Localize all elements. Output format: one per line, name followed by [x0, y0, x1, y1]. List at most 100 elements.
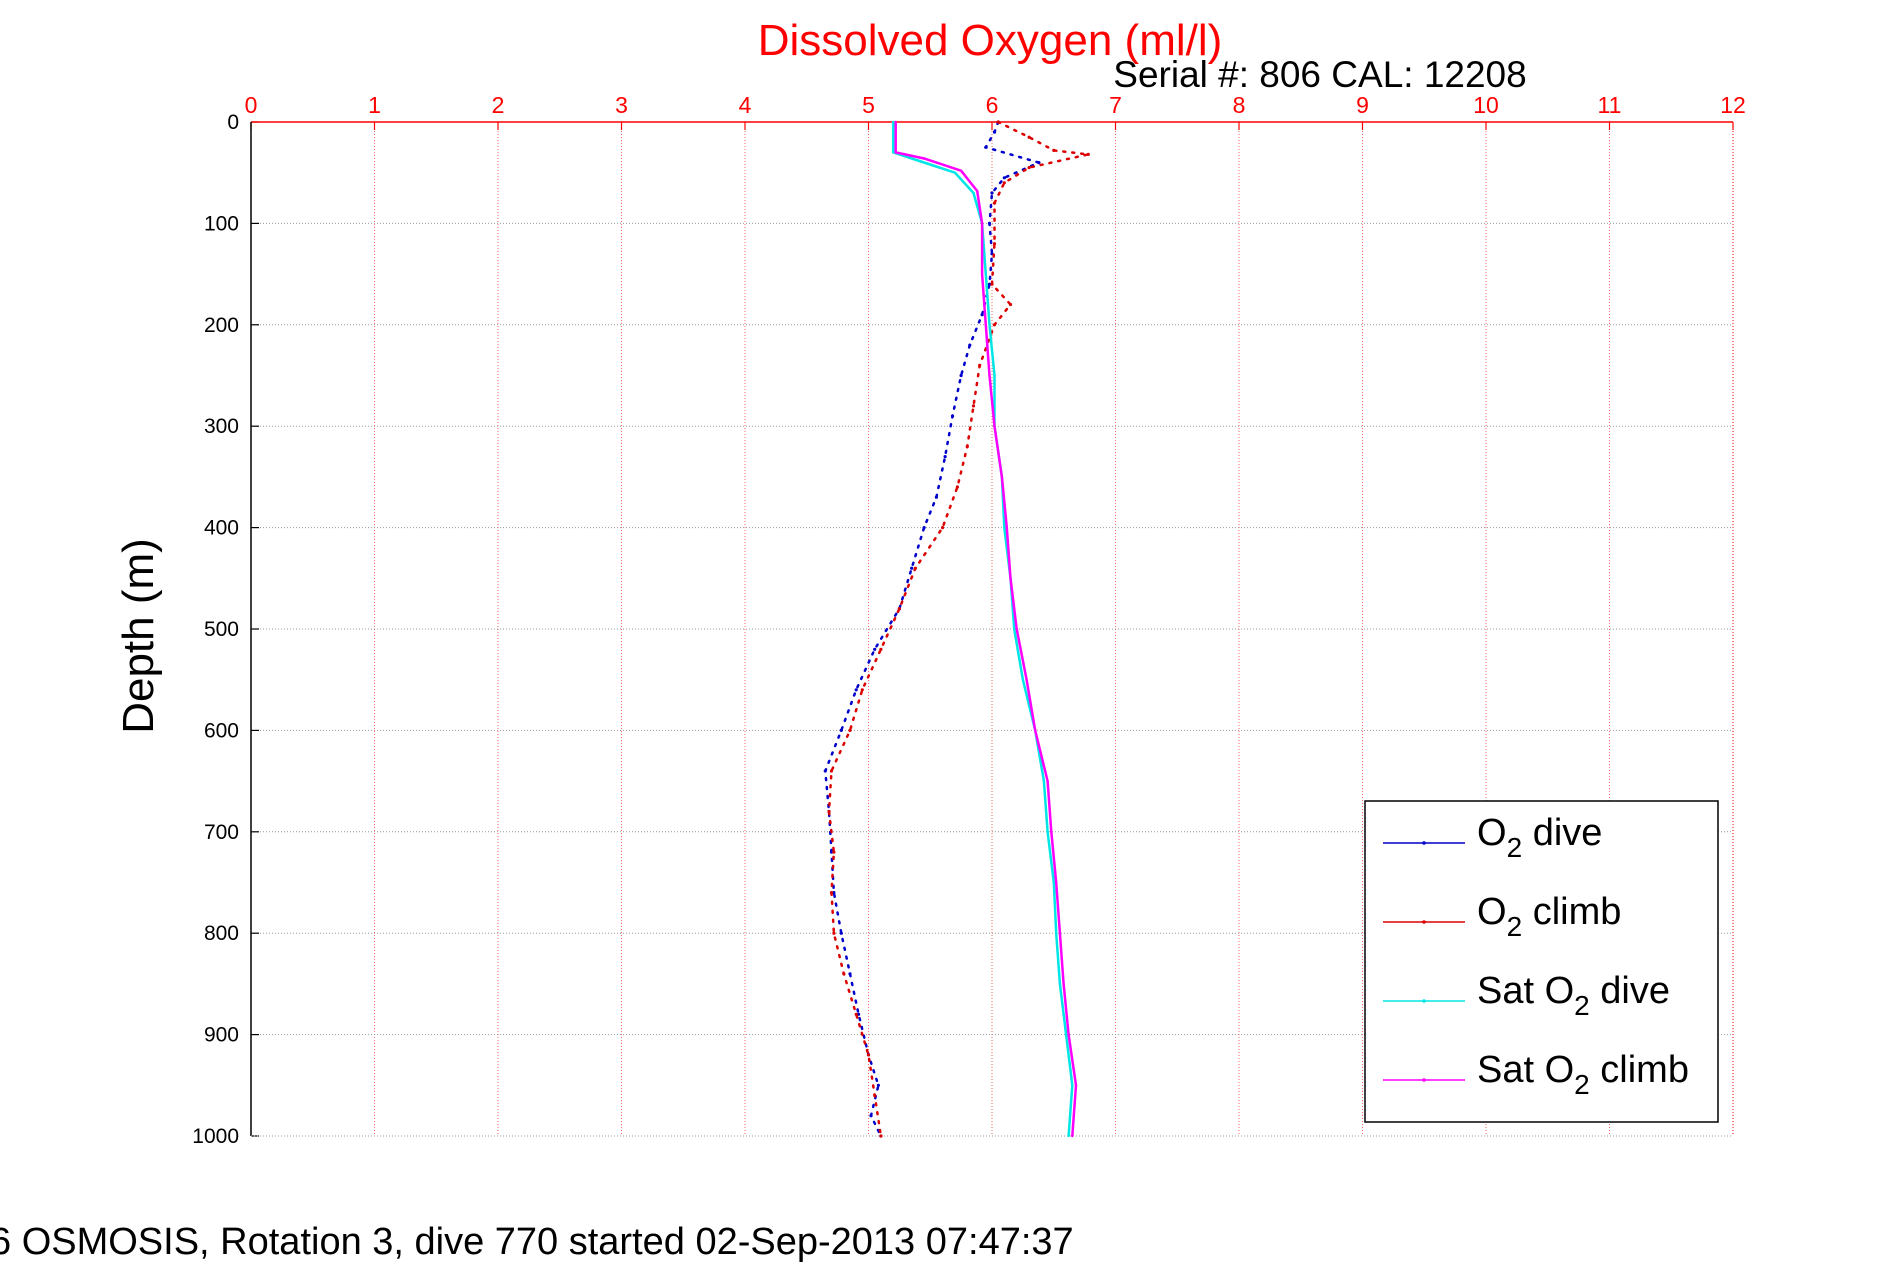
x-tick-label: 11 [1598, 92, 1622, 118]
data-point [1067, 1134, 1070, 1138]
data-point [1042, 779, 1046, 783]
legend-entry-o2-climb: O2 climb [1383, 891, 1621, 942]
legend-entry-o2-dive: O2 dive [1383, 812, 1602, 863]
y-tick-label: 100 [204, 212, 239, 235]
data-point [1055, 881, 1058, 884]
y-tick-label: 600 [204, 719, 239, 742]
data-point [1058, 932, 1062, 935]
data-point [984, 272, 987, 276]
data-point [996, 120, 1000, 124]
y-tick-label: 400 [204, 517, 239, 540]
data-point [987, 221, 992, 225]
y-tick-label: 500 [204, 618, 239, 641]
chart-subtitle: Serial #: 806 CAL: 12208 [1113, 54, 1526, 95]
data-point [992, 201, 997, 205]
data-point [854, 688, 858, 692]
data-point [848, 972, 852, 976]
data-point [1009, 577, 1012, 580]
data-point [916, 159, 920, 162]
y-tick-label: 1000 [192, 1125, 239, 1148]
data-point [894, 151, 897, 154]
data-point [860, 688, 864, 692]
data-point [1052, 881, 1056, 884]
legend-label: O2 dive [1477, 812, 1602, 863]
data-point [941, 526, 945, 530]
x-tick-label: 1 [368, 92, 381, 118]
x-tick-labels: 0 1 2 3 4 5 6 7 8 9 10 11 12 [245, 92, 1746, 118]
data-point [1027, 166, 1031, 170]
series-line-sat-o2-climb [894, 122, 1078, 1137]
data-point [984, 145, 988, 149]
data-point [1050, 830, 1053, 833]
data-point [1046, 779, 1049, 783]
data-point [943, 455, 947, 459]
data-point [854, 1012, 858, 1016]
data-point [992, 130, 997, 134]
y-tick-label: 800 [204, 922, 239, 945]
data-point [873, 1093, 877, 1097]
x-tick-label: 5 [862, 92, 875, 118]
data-point [968, 343, 972, 347]
data-point [842, 972, 846, 976]
data-point [897, 607, 902, 611]
data-point [829, 850, 834, 854]
data-point [1074, 1084, 1078, 1087]
x-tick-label: 10 [1473, 92, 1499, 118]
data-point [1005, 526, 1008, 529]
data-point [1000, 475, 1004, 479]
x-tick-label: 9 [1356, 92, 1369, 118]
data-point [857, 1012, 861, 1016]
data-point [1013, 627, 1016, 631]
data-point [993, 425, 996, 428]
data-point [978, 363, 982, 367]
legend-marker [1422, 920, 1426, 924]
legend-label: Sat O2 dive [1477, 970, 1670, 1021]
data-point [988, 374, 991, 377]
data-point [866, 1053, 871, 1057]
data-point [993, 374, 996, 377]
data-point [879, 1134, 883, 1138]
data-point [1015, 627, 1018, 631]
data-point [922, 526, 926, 530]
chart-title: Dissolved Oxygen (ml/l) [758, 16, 1223, 65]
data-point [959, 169, 963, 172]
data-point [1071, 1084, 1074, 1087]
data-point [1002, 181, 1006, 185]
data-point [950, 414, 955, 418]
data-point [1021, 678, 1025, 681]
series-sat-o2-climb [894, 120, 1078, 1138]
data-point [879, 647, 883, 651]
data-point [839, 931, 843, 935]
data-point [1086, 152, 1090, 156]
data-point [992, 323, 997, 327]
x-tick-label: 8 [1233, 92, 1246, 118]
legend-marker [1422, 841, 1426, 845]
data-point [873, 647, 877, 651]
y-axis-label: Depth (m) [114, 538, 163, 734]
data-point [829, 891, 834, 895]
data-point [848, 728, 852, 733]
legend-box [1364, 800, 1719, 1123]
data-point [823, 769, 827, 773]
legend-entry-sat-o2-climb: Sat O2 climb [1383, 1049, 1689, 1100]
data-point [959, 373, 963, 378]
data-point [1052, 148, 1056, 152]
data-point [1037, 161, 1041, 165]
data-point [1067, 1033, 1070, 1036]
data-point [829, 769, 834, 773]
data-point [980, 313, 984, 317]
data-point [984, 323, 987, 326]
legend-marker [1422, 999, 1426, 1003]
grid [251, 122, 1733, 1136]
data-point [910, 566, 914, 570]
data-point [1003, 526, 1006, 529]
data-point [934, 495, 939, 499]
data-point [965, 444, 969, 449]
data-point [976, 189, 979, 193]
data-point [869, 1114, 873, 1118]
data-point [892, 120, 895, 124]
data-point [1062, 982, 1065, 986]
data-point [832, 850, 836, 854]
data-point [1071, 1134, 1074, 1138]
data-point [1002, 176, 1006, 180]
